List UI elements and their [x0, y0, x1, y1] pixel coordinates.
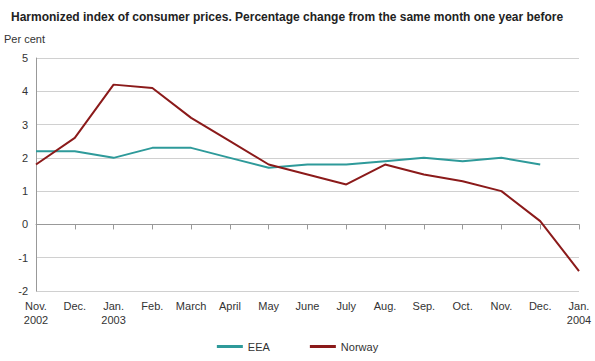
svg-text:2002: 2002	[24, 314, 48, 326]
svg-text:Jan.: Jan.	[103, 300, 124, 312]
svg-text:Nov.: Nov.	[25, 300, 47, 312]
svg-text:0: 0	[22, 218, 28, 230]
svg-text:July: July	[337, 300, 357, 312]
svg-text:Harmonized index of consumer p: Harmonized index of consumer prices. Per…	[11, 10, 563, 24]
svg-text:Feb.: Feb.	[141, 300, 163, 312]
svg-text:1: 1	[22, 185, 28, 197]
svg-text:Oct.: Oct.	[453, 300, 473, 312]
svg-text:April: April	[219, 300, 241, 312]
svg-text:5: 5	[22, 52, 28, 64]
svg-text:2: 2	[22, 152, 28, 164]
svg-text:-2: -2	[18, 285, 28, 297]
svg-text:Dec.: Dec.	[63, 300, 86, 312]
svg-text:Per cent: Per cent	[4, 33, 45, 45]
svg-text:-1: -1	[18, 252, 28, 264]
svg-text:Sep.: Sep.	[413, 300, 436, 312]
svg-text:4: 4	[22, 85, 28, 97]
svg-text:June: June	[296, 300, 320, 312]
svg-text:March: March	[176, 300, 207, 312]
svg-text:2004: 2004	[567, 314, 591, 326]
svg-text:Nov.: Nov.	[491, 300, 513, 312]
svg-text:Jan.: Jan.	[569, 300, 590, 312]
svg-text:3: 3	[22, 119, 28, 131]
svg-text:Aug.: Aug.	[374, 300, 397, 312]
svg-text:EEA: EEA	[248, 341, 271, 353]
svg-text:2003: 2003	[101, 314, 125, 326]
svg-text:Norway: Norway	[341, 341, 379, 353]
svg-text:Dec.: Dec.	[529, 300, 552, 312]
svg-text:May: May	[258, 300, 279, 312]
